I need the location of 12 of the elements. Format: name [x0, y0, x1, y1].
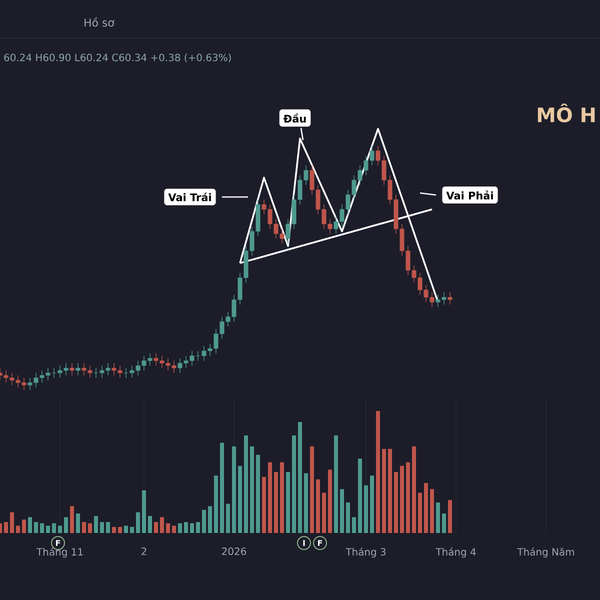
- text: MÔ H: [538, 104, 595, 122]
- x-tick-label: Tháng 3: [346, 548, 386, 558]
- x-tick-label: 2026: [222, 548, 246, 556]
- annotation: Vai Trái: [168, 192, 211, 202]
- text: Đầu: [284, 113, 306, 123]
- x-tick-label: 2: [142, 548, 146, 555]
- x-tick-label: Tháng 4: [436, 548, 476, 558]
- x-tick-label: Tháng Năm: [517, 548, 574, 558]
- text: Hồ sơ: [84, 17, 114, 27]
- text: 60.24 H60.90 L60.24 C60.34 +0.38 (+0.63%): [4, 54, 231, 62]
- annotation: Vai Phải: [446, 190, 493, 200]
- x-tick-label: Tháng 11: [36, 548, 83, 558]
